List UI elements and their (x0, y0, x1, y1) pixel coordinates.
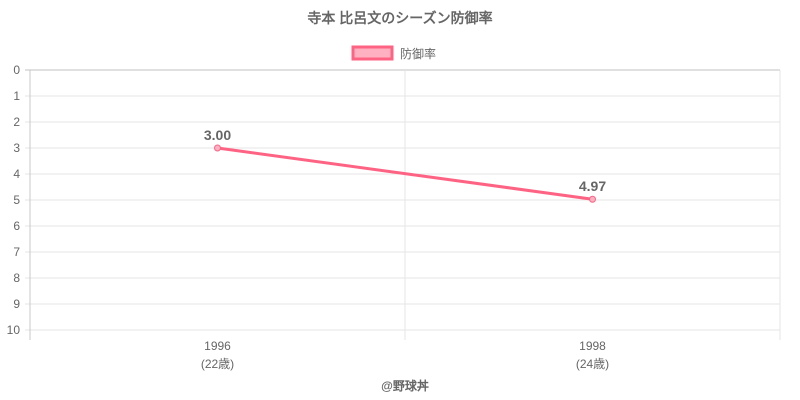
y-tick-label: 8 (13, 271, 20, 285)
chart-title: 寺本 比呂文のシーズン防御率 (307, 10, 492, 26)
series-line (217, 146, 593, 201)
y-tick-label: 0 (13, 63, 20, 77)
y-tick-label: 1 (13, 89, 20, 103)
y-tick-label: 10 (7, 323, 21, 337)
legend-swatch (351, 45, 394, 61)
legend[interactable]: 防御率 (351, 45, 436, 61)
x-tick-sublabel: (24歳) (576, 357, 609, 371)
legend-label: 防御率 (400, 46, 436, 61)
y-tick-label: 3 (13, 141, 20, 155)
y-tick-label: 9 (13, 297, 20, 311)
series-era: 3.00 4.97 (204, 127, 606, 203)
y-tick-label: 4 (13, 167, 20, 181)
y-tick-label: 5 (13, 193, 20, 207)
y-tick-label: 7 (13, 245, 20, 259)
y-axis: 0 1 2 3 4 5 6 7 8 9 10 (7, 63, 21, 337)
data-point (589, 195, 596, 203)
x-tick-label: 1996 (204, 339, 231, 353)
credit: @野球丼 (381, 378, 429, 393)
y-tick-label: 2 (13, 115, 20, 129)
data-label: 3.00 (204, 127, 231, 143)
grid (25, 69, 781, 340)
y-tick-label: 6 (13, 219, 20, 233)
data-label: 4.97 (579, 178, 606, 194)
x-tick-sublabel: (22歳) (201, 357, 234, 371)
data-point (214, 144, 221, 152)
x-tick-label: 1998 (579, 339, 606, 353)
x-axis: 1996 (22歳) 1998 (24歳) (201, 339, 609, 371)
